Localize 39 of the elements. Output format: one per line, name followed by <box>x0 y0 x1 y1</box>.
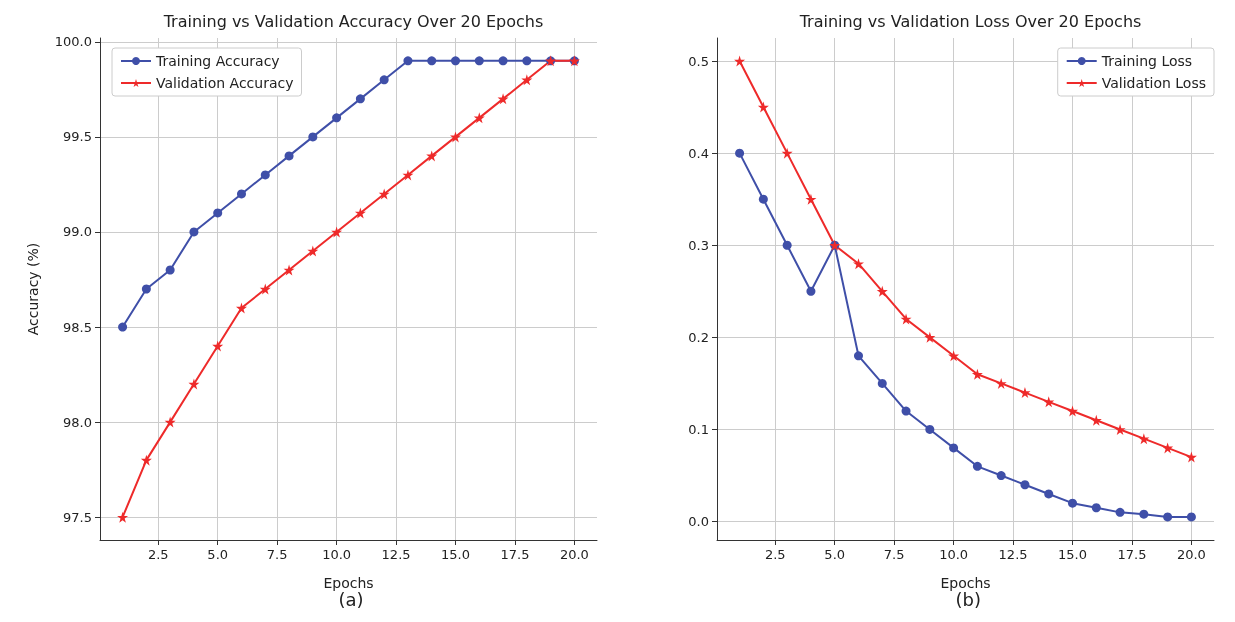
y-tick-label: 0.0 <box>688 514 709 530</box>
y-tick-label: 0.2 <box>688 329 709 345</box>
x-tick-label: 12.5 <box>381 547 411 562</box>
x-tick-label: 2.5 <box>147 547 169 562</box>
y-tick-label: 0.5 <box>688 53 709 69</box>
x-tick-label: 10.0 <box>939 547 969 562</box>
legend-label: Validation Accuracy <box>156 75 294 91</box>
x-axis-title: Epochs <box>940 575 991 591</box>
x-tick-label: 5.0 <box>207 547 229 562</box>
x-tick-label: 7.5 <box>883 547 905 562</box>
x-tick-label: 20.0 <box>1176 547 1206 562</box>
text: (b) <box>955 588 981 610</box>
chart-title: Training vs Validation Loss Over 20 Epochs <box>798 11 1142 31</box>
x-tick-label: 2.5 <box>764 547 786 562</box>
x-tick-label: 7.5 <box>266 547 288 562</box>
x-tick-label: 10.0 <box>322 547 352 562</box>
x-tick-label: 15.0 <box>1058 547 1087 562</box>
legend-label: Validation Loss <box>1101 75 1207 91</box>
y-tick-label: 99.5 <box>63 129 92 145</box>
x-tick-label: 5.0 <box>824 547 846 562</box>
y-tick-label: 98.0 <box>63 414 92 430</box>
x-tick-label: 20.0 <box>559 547 589 562</box>
x-tick-label: 17.5 <box>1117 547 1147 562</box>
legend-label: Training Loss <box>1100 53 1193 69</box>
y-tick-label: 97.5 <box>63 509 92 525</box>
x-tick-label: 17.5 <box>500 547 530 562</box>
y-tick-label: 99.0 <box>63 224 92 240</box>
x-tick-label: 15.0 <box>441 547 470 562</box>
y-tick-label: 0.1 <box>688 421 709 437</box>
y-tick-label: 98.5 <box>63 319 92 335</box>
y-tick-label: 100.0 <box>54 34 92 50</box>
y-tick-label: 0.3 <box>688 237 709 253</box>
x-tick-label: 12.5 <box>998 547 1028 562</box>
chart-title: Training vs Validation Accuracy Over 20 Epochs <box>162 11 544 31</box>
y-tick-label: 0.4 <box>688 145 709 161</box>
text: (a) <box>338 588 364 610</box>
x-axis-title: Epochs <box>323 575 374 591</box>
y-axis-title: Accuracy (%) <box>25 242 41 336</box>
legend-label: Training Accuracy <box>155 53 280 69</box>
